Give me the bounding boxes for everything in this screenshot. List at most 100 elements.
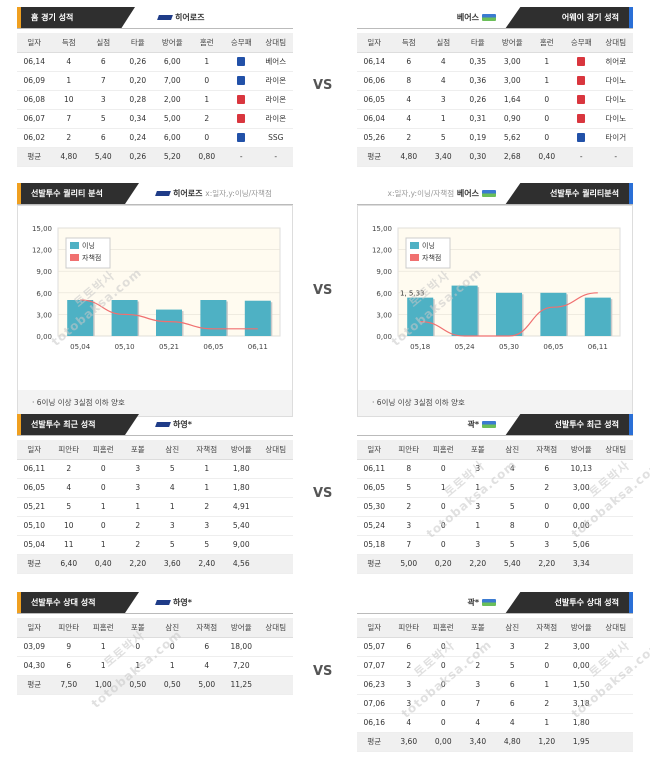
column-header: 포볼 — [460, 440, 495, 460]
column-header: 상대팀 — [258, 33, 293, 53]
bar-innings — [67, 300, 94, 336]
x-tick-label: 06,11 — [588, 343, 608, 351]
y-tick-label: 12,00 — [32, 247, 52, 255]
column-header: 삼진 — [155, 440, 190, 460]
pitcher-vs-right-header: 선발투수 상대 성적 곽* — [357, 592, 633, 614]
table-cell — [564, 71, 599, 91]
table-cell — [598, 535, 633, 555]
average-cell: 1,20 — [529, 732, 564, 752]
table-cell: 4 — [495, 459, 530, 479]
table-cell: 05,10 — [17, 516, 52, 536]
table-cell: 06,09 — [17, 71, 52, 91]
table-cell: 18,00 — [224, 637, 259, 657]
table-row: 06,11 8 0 3 4 6 10,13 — [357, 459, 633, 479]
away-records-table: 일자 득점 실점 타율 방어율 홈런 승무패 상대팀 06,14 6 4 0,35 3,00 1 히어로 06… — [357, 33, 633, 167]
table-cell: 0 — [426, 497, 461, 517]
table-cell: 3,18 — [564, 694, 599, 714]
table-cell: 2 — [51, 128, 86, 148]
bar-innings — [540, 292, 567, 336]
quality-right-sub: x:일자,y:이닝/자책점 — [387, 189, 455, 198]
table-cell: 1 — [189, 52, 224, 72]
table-cell: 라이온 — [258, 90, 293, 110]
column-header: 방어율 — [224, 440, 259, 460]
x-tick-label: 05,30 — [499, 343, 519, 351]
table-cell: 라이온 — [258, 71, 293, 91]
average-cell: 0,00 — [426, 732, 461, 752]
y-tick-label: 15,00 — [32, 225, 52, 233]
average-cell: 평균 — [17, 675, 52, 695]
table-cell: 0,00 — [564, 516, 599, 536]
table-cell: 7 — [51, 109, 86, 129]
table-row: 06,09 1 7 0,20 7,00 0 라이온 — [17, 71, 293, 91]
table-cell: 4 — [51, 478, 86, 498]
table-cell — [564, 90, 599, 110]
table-cell: 05,30 — [357, 497, 392, 517]
table-cell: 3 — [460, 675, 495, 695]
table-cell: 2 — [189, 109, 224, 129]
table-cell: 11 — [51, 535, 86, 555]
column-header: 피안타 — [51, 618, 86, 638]
table-cell: 1 — [86, 637, 121, 657]
quality-right-team: 베어스 — [456, 189, 479, 198]
table-cell: 05,26 — [357, 128, 392, 148]
table-cell: 0 — [86, 478, 121, 498]
table-cell: 5 — [495, 535, 530, 555]
average-cell: - — [598, 147, 633, 167]
table-cell: 10 — [51, 516, 86, 536]
average-cell — [598, 732, 633, 752]
table-cell — [598, 656, 633, 676]
table-cell: 1 — [460, 478, 495, 498]
table-cell: 2 — [529, 637, 564, 657]
table-cell: 0 — [426, 535, 461, 555]
table-row: 05,21 5 1 1 1 2 4,91 — [17, 497, 293, 517]
average-cell: - — [224, 147, 259, 167]
table-cell: 0,19 — [460, 128, 495, 148]
table-cell: 0 — [426, 516, 461, 536]
x-tick-label: 05,10 — [115, 343, 135, 351]
table-cell: 4 — [51, 52, 86, 72]
bar-innings — [584, 297, 611, 336]
pitcher-vs-left-name: 하영* — [173, 598, 192, 607]
table-cell: 6 — [529, 459, 564, 479]
average-cell: 2,40 — [189, 554, 224, 574]
average-cell: 4,80 — [51, 147, 86, 167]
y-tick-label: 9,00 — [36, 268, 52, 276]
average-cell: 2,20 — [529, 554, 564, 574]
table-cell: 0,34 — [120, 109, 155, 129]
quality-right-title: 선발투수 퀄리티분석 — [505, 183, 633, 205]
table-cell — [564, 128, 599, 148]
quality-left-header: 선발투수 퀄리티 분석 히어로즈 x:일자,y:이닝/자책점 — [17, 183, 293, 205]
table-cell: 5 — [155, 459, 190, 479]
x-tick-label: 06,05 — [203, 343, 223, 351]
table-cell: 0 — [529, 109, 564, 129]
table-row: 06,16 4 0 4 4 1 1,80 — [357, 713, 633, 733]
win-badge-icon — [577, 95, 586, 105]
table-row: 06,14 6 4 0,35 3,00 1 히어로 — [357, 52, 633, 72]
pitcher-recent-left-title: 선발투수 최근 성적 — [17, 414, 139, 436]
average-row: 평균 4,80 3,40 0,30 2,68 0,40- - — [357, 147, 633, 167]
table-cell: 1,80 — [224, 478, 259, 498]
table-cell: 0,00 — [564, 497, 599, 517]
column-header: 실점 — [426, 33, 461, 53]
table-cell: 7 — [86, 71, 121, 91]
home-records-panel: 홈 경기 성적 히어로즈 일자 득점 실점 타율 방어율 홈런 승무패 상대팀 06,14 4 6 0… — [17, 7, 293, 167]
table-cell: 5 — [51, 497, 86, 517]
table-cell — [258, 478, 293, 498]
table-cell: 5,40 — [224, 516, 259, 536]
table-cell: 5 — [495, 497, 530, 517]
table-cell: 06,11 — [357, 459, 392, 479]
column-header: 홈런 — [529, 33, 564, 53]
table-cell: 4 — [426, 52, 461, 72]
column-header: 홈런 — [189, 33, 224, 53]
average-cell: 3,40 — [426, 147, 461, 167]
table-cell: 0 — [189, 128, 224, 148]
table-cell: 0,90 — [495, 109, 530, 129]
table-cell: 6 — [391, 637, 426, 657]
average-cell: 5,40 — [495, 554, 530, 574]
table-cell: 5 — [391, 478, 426, 498]
table-cell: 3,00 — [564, 478, 599, 498]
column-header: 상대팀 — [598, 33, 633, 53]
table-row: 06,02 2 6 0,24 6,00 0 SSG — [17, 128, 293, 148]
x-tick-label: 05,18 — [410, 343, 430, 351]
table-cell: 06,06 — [357, 71, 392, 91]
